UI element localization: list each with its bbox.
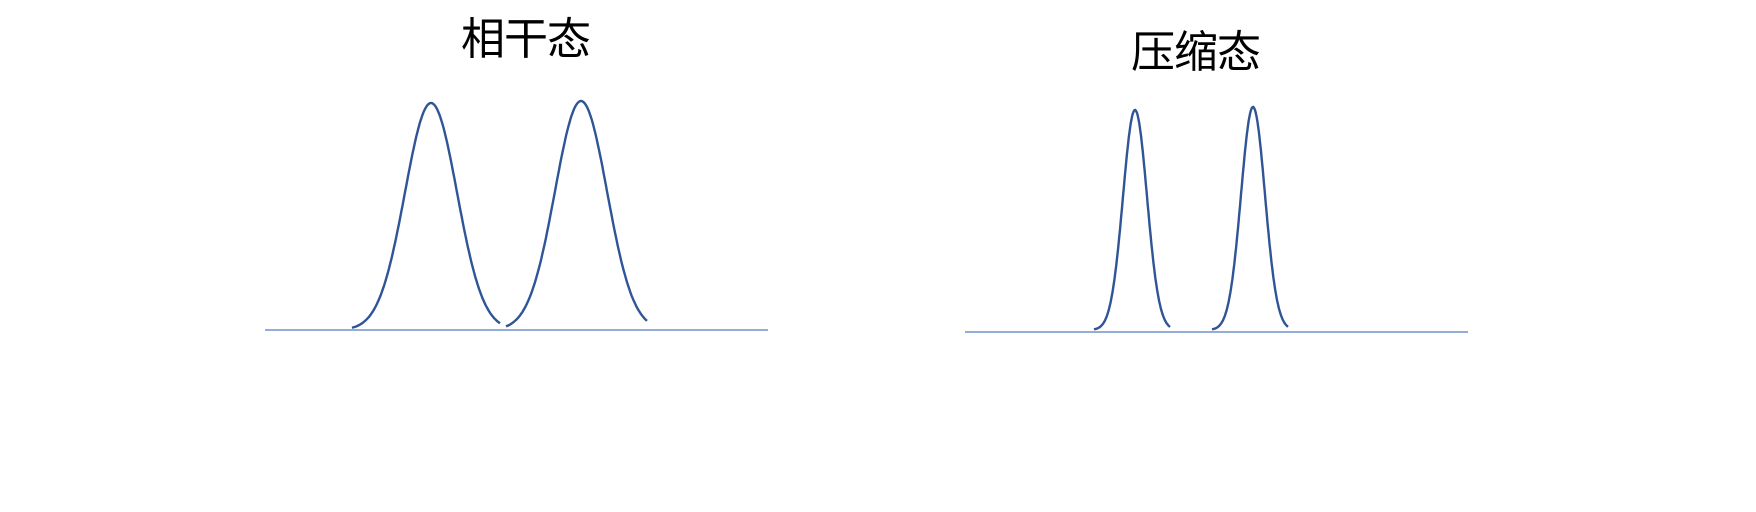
coherent-pulse-2 — [505, 99, 648, 328]
coherent-state-title: 相干态 — [461, 14, 591, 65]
coherent-pulse-1 — [351, 101, 501, 329]
squeezed-pulse-2 — [1211, 105, 1289, 331]
squeezed-pulse-1 — [1093, 108, 1171, 331]
squeezed-state-title: 压缩态 — [1131, 27, 1261, 78]
